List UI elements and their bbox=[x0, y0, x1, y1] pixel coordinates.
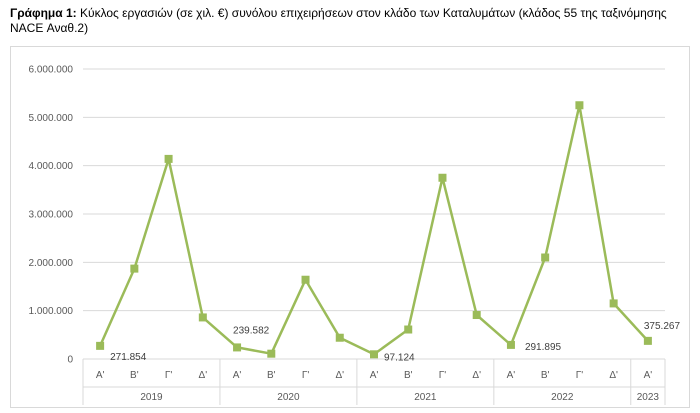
x-tick-label: Β' bbox=[404, 370, 413, 381]
x-tick-label: Γ' bbox=[165, 370, 173, 381]
x-tick-label: Β' bbox=[130, 370, 139, 381]
x-tick-label: Δ' bbox=[199, 370, 208, 381]
year-group-label: 2023 bbox=[637, 392, 660, 403]
data-point-marker bbox=[198, 313, 207, 322]
data-point-marker bbox=[541, 253, 550, 262]
x-tick-label: Γ' bbox=[302, 370, 310, 381]
data-point-marker bbox=[575, 101, 584, 110]
x-tick-label: Α' bbox=[507, 370, 516, 381]
data-label: 271.854 bbox=[110, 352, 147, 363]
caption-label: Γράφημα 1: bbox=[10, 6, 77, 20]
data-point-marker bbox=[96, 341, 105, 350]
year-group-label: 2022 bbox=[551, 392, 574, 403]
series-line bbox=[98, 104, 649, 356]
data-point-marker bbox=[267, 349, 276, 358]
data-label: 375.267 bbox=[644, 321, 681, 332]
x-tick-label: Β' bbox=[541, 370, 550, 381]
y-tick-label: 2.000.000 bbox=[29, 258, 74, 269]
year-group-label: 2019 bbox=[140, 392, 163, 403]
data-point-marker bbox=[370, 350, 378, 359]
data-point-marker bbox=[609, 299, 618, 308]
y-tick-label: 0 bbox=[67, 355, 73, 366]
line-chart: 0 1.000.000 2.000.000 3.000.000 4.000.000 5.0… bbox=[29, 65, 681, 405]
caption-text: Κύκλος εργασιών (σε χιλ. €) συνόλου επιχ… bbox=[10, 6, 667, 35]
y-tick-label: 4.000.000 bbox=[29, 161, 74, 172]
year-group-label: 2021 bbox=[414, 392, 437, 403]
chart-caption: Γράφημα 1: Κύκλος εργασιών (σε χιλ. €) σ… bbox=[10, 6, 690, 36]
year-group-label: 2020 bbox=[277, 392, 300, 403]
x-tick-label: Β' bbox=[267, 370, 276, 381]
data-point-marker bbox=[335, 333, 344, 342]
x-tick-label: Α' bbox=[96, 370, 105, 381]
x-tick-label: Γ' bbox=[439, 370, 447, 381]
x-tick-label: Α' bbox=[233, 370, 242, 381]
data-point-marker bbox=[164, 154, 173, 163]
data-point-marker bbox=[643, 336, 652, 345]
x-tick-label: Δ' bbox=[609, 370, 618, 381]
x-tick-label: Γ' bbox=[576, 370, 584, 381]
y-tick-label: 5.000.000 bbox=[29, 113, 74, 124]
x-tick-label: Δ' bbox=[335, 370, 344, 381]
data-point-marker bbox=[301, 275, 310, 284]
x-tick-label: Α' bbox=[370, 370, 379, 381]
data-label: 97.124 bbox=[384, 352, 415, 363]
data-point-marker bbox=[130, 264, 139, 273]
data-point-marker bbox=[438, 173, 447, 182]
data-label: 291.895 bbox=[525, 342, 562, 353]
data-point-marker bbox=[404, 325, 413, 334]
data-label: 239.582 bbox=[233, 325, 270, 336]
x-tick-label: Δ' bbox=[472, 370, 481, 381]
data-point-marker bbox=[472, 311, 481, 320]
y-tick-label: 3.000.000 bbox=[29, 210, 74, 221]
y-tick-label: 1.000.000 bbox=[29, 306, 74, 317]
chart-frame: 0 1.000.000 2.000.000 3.000.000 4.000.000 5.0… bbox=[10, 46, 690, 408]
data-point-marker bbox=[233, 343, 242, 352]
data-point-marker bbox=[506, 340, 515, 349]
y-tick-label: 6.000.000 bbox=[29, 65, 74, 76]
x-tick-label: Α' bbox=[644, 370, 653, 381]
